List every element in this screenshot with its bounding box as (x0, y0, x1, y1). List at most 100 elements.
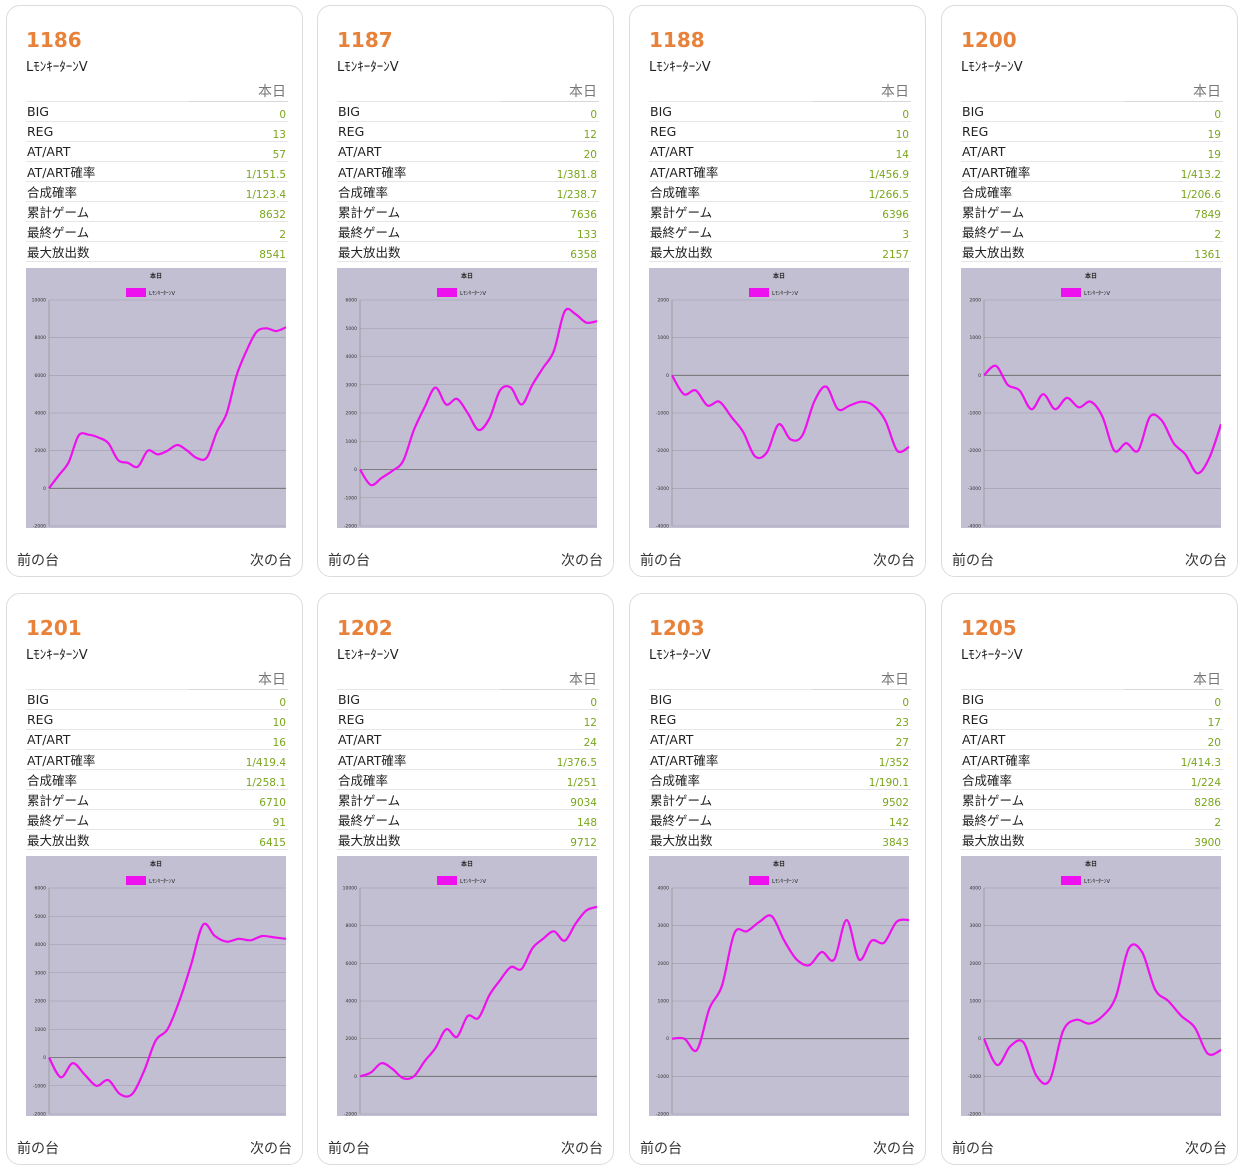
stat-label: 最大放出数 (337, 241, 500, 262)
legend-swatch (126, 288, 146, 297)
stat-label: 合成確率 (961, 181, 1124, 202)
slump-graph-svg: 本日 LﾓﾝｷｰﾀｰﾝⅤ 6000 5000 4000 3000 2000 1000 0 -100… (33, 860, 286, 1116)
stat-row-atart-rate: AT/ART確率 1/456.9 (649, 161, 911, 182)
next-machine-link[interactable]: 次の台 (561, 1141, 603, 1157)
prev-machine-link[interactable]: 前の台 (640, 1141, 682, 1157)
y-tick-label: -1000 (656, 411, 669, 417)
slump-graph: 本日 LﾓﾝｷｰﾀｰﾝⅤ 4000 3000 2000 1000 0 -1000 -2000 (649, 856, 909, 1116)
legend-swatch (1061, 288, 1081, 297)
y-tick-label: -4000 (656, 524, 669, 529)
chart-title: 本日 (1085, 860, 1097, 868)
machine-number[interactable]: 1203 (649, 616, 705, 640)
prev-machine-link[interactable]: 前の台 (952, 553, 994, 569)
stat-row-max-payout: 最大放出数 6415 (26, 829, 288, 850)
stat-label: AT/ART (961, 729, 1124, 750)
machine-number[interactable]: 1186 (26, 28, 82, 52)
stat-value: 2 (1123, 221, 1223, 242)
y-tick-label: 1000 (346, 439, 358, 445)
stat-value: 24 (499, 729, 599, 750)
y-tick-label: 4000 (35, 411, 47, 417)
stats-table: 本日 BIG 0 REG 13 AT/ART 57 AT/ART確率 1/151.5 合… (26, 81, 288, 262)
stat-value: 14 (811, 141, 911, 162)
machine-name: LﾓﾝｷｰﾀｰﾝⅤ (26, 648, 88, 663)
stat-value: 0 (499, 101, 599, 122)
stat-row-reg: REG 12 (337, 121, 599, 142)
y-tick-label: -2000 (656, 448, 669, 454)
machine-number[interactable]: 1202 (337, 616, 393, 640)
slump-graph: 本日 LﾓﾝｷｰﾀｰﾝⅤ 2000 1000 0 -1000 -2000 -3000 -4000 (961, 268, 1221, 528)
stat-value: 0 (188, 101, 288, 122)
prev-machine-link[interactable]: 前の台 (17, 1141, 59, 1157)
y-tick-label: 3000 (35, 970, 47, 976)
stats-table: 本日 BIG 0 REG 12 AT/ART 24 AT/ART確率 1/376.5 合… (337, 669, 599, 850)
stat-value: 27 (811, 729, 911, 750)
y-tick-label: 4000 (346, 999, 358, 1005)
stat-label: REG (26, 121, 189, 142)
y-tick-label: 4000 (658, 886, 670, 892)
stat-value: 13 (188, 121, 288, 142)
chart-title: 本日 (773, 272, 785, 280)
stat-label: 累計ゲーム (26, 789, 189, 810)
stats-table: 本日 BIG 0 REG 17 AT/ART 20 AT/ART確率 1/414.3 合… (961, 669, 1223, 850)
next-machine-link[interactable]: 次の台 (561, 553, 603, 569)
machine-number[interactable]: 1201 (26, 616, 82, 640)
stat-row-reg: REG 23 (649, 709, 911, 730)
stat-value: 10 (811, 121, 911, 142)
stat-row-big: BIG 0 (649, 689, 911, 710)
stat-row-max-payout: 最大放出数 3900 (961, 829, 1223, 850)
stat-label: 合成確率 (26, 769, 189, 790)
prev-machine-link[interactable]: 前の台 (952, 1141, 994, 1157)
stat-label: 最終ゲーム (337, 221, 500, 242)
legend-swatch (749, 288, 769, 297)
prev-machine-link[interactable]: 前の台 (328, 553, 370, 569)
machine-number[interactable]: 1200 (961, 28, 1017, 52)
legend-swatch (1061, 876, 1081, 885)
stat-value: 3843 (811, 829, 911, 850)
machine-card: 1187 LﾓﾝｷｰﾀｰﾝⅤ 本日 BIG 0 REG 12 AT/ART 20 AT… (317, 5, 614, 577)
stat-row-atart: AT/ART 57 (26, 141, 288, 162)
machine-number[interactable]: 1187 (337, 28, 393, 52)
stat-value: 9502 (811, 789, 911, 810)
stat-label: AT/ART確率 (26, 749, 189, 770)
stat-label: BIG (649, 101, 812, 122)
machine-number[interactable]: 1188 (649, 28, 705, 52)
chart-title: 本日 (461, 272, 473, 280)
legend-label: LﾓﾝｷｰﾀｰﾝⅤ (460, 878, 486, 885)
stats-table: 本日 BIG 0 REG 12 AT/ART 20 AT/ART確率 1/381.8 合… (337, 81, 599, 262)
stat-row-atart-rate: AT/ART確率 1/419.4 (26, 749, 288, 770)
stat-row-total-games: 累計ゲーム 9502 (649, 789, 911, 810)
prev-machine-link[interactable]: 前の台 (640, 553, 682, 569)
prev-machine-link[interactable]: 前の台 (328, 1141, 370, 1157)
y-tick-label: -1000 (968, 411, 981, 417)
today-header: 本日 (1123, 669, 1223, 690)
stat-value: 1/352 (811, 749, 911, 770)
next-machine-link[interactable]: 次の台 (873, 1141, 915, 1157)
stat-row-combined-rate: 合成確率 1/238.7 (337, 181, 599, 202)
y-tick-label: 2000 (346, 1036, 358, 1042)
stat-label: 合成確率 (26, 181, 189, 202)
machine-card: 1200 LﾓﾝｷｰﾀｰﾝⅤ 本日 BIG 0 REG 19 AT/ART 19 AT… (941, 5, 1238, 577)
stat-value: 12 (499, 121, 599, 142)
stat-label: 最大放出数 (26, 829, 189, 850)
y-tick-label: 4000 (35, 942, 47, 948)
stat-value: 1/224 (1123, 769, 1223, 790)
next-machine-link[interactable]: 次の台 (250, 553, 292, 569)
machine-number[interactable]: 1205 (961, 616, 1017, 640)
y-tick-label: 6000 (346, 298, 358, 304)
stat-row-atart-rate: AT/ART確率 1/381.8 (337, 161, 599, 182)
next-machine-link[interactable]: 次の台 (1185, 553, 1227, 569)
stat-label: REG (337, 121, 500, 142)
prev-machine-link[interactable]: 前の台 (17, 553, 59, 569)
y-tick-label: 1000 (658, 999, 670, 1005)
machine-card: 1203 LﾓﾝｷｰﾀｰﾝⅤ 本日 BIG 0 REG 23 AT/ART 27 AT… (629, 593, 926, 1165)
stat-value: 0 (811, 101, 911, 122)
next-machine-link[interactable]: 次の台 (873, 553, 915, 569)
stat-value: 20 (1123, 729, 1223, 750)
next-machine-link[interactable]: 次の台 (250, 1141, 292, 1157)
y-tick-label: -2000 (344, 524, 357, 529)
y-tick-label: 8000 (346, 923, 358, 929)
next-machine-link[interactable]: 次の台 (1185, 1141, 1227, 1157)
stat-value: 1/123.4 (188, 181, 288, 202)
stat-value: 2 (188, 221, 288, 242)
stat-value: 0 (499, 689, 599, 710)
